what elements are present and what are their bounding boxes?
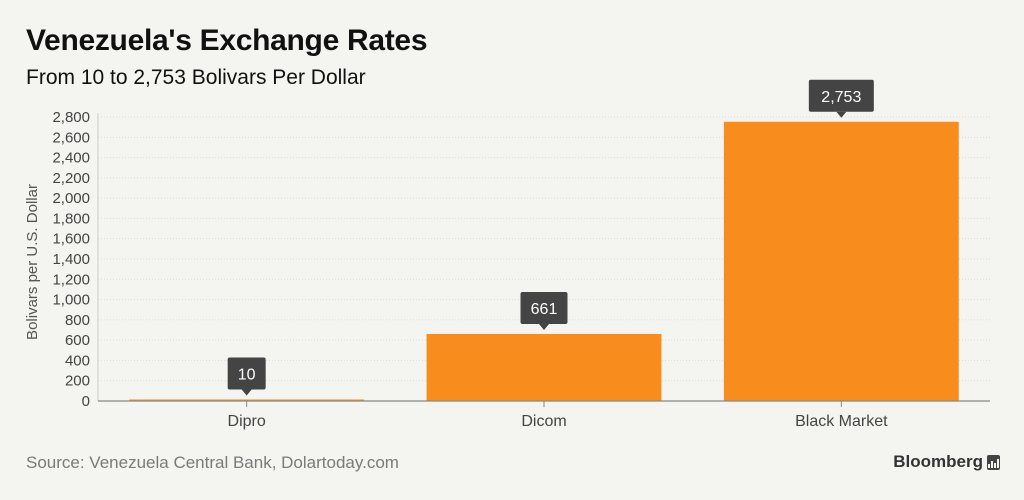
chart-subtitle: From 10 to 2,753 Bolivars Per Dollar	[26, 66, 366, 89]
y-tick-label: 1,800	[52, 210, 90, 227]
x-tick-label: Dipro	[228, 413, 266, 430]
bar-chart: 0 200 400 600 800 1,000 1,200 1,400 1,600 1,800 2,…	[24, 79, 990, 430]
chart-title: Venezuela's Exchange Rates	[26, 24, 428, 57]
y-axis-ticks: 0 200 400 600 800 1,000 1,200 1,400 1,600 1,800 2,…	[52, 109, 90, 410]
brand-name: Bloomberg	[893, 452, 983, 471]
y-tick-label: 2,000	[52, 190, 90, 207]
data-label-pointer	[241, 389, 252, 396]
data-label: 2,753	[808, 79, 874, 118]
x-tick-label: Dicom	[521, 413, 566, 430]
y-tick-label: 1,400	[52, 251, 90, 268]
y-tick-label: 2,400	[52, 150, 90, 167]
data-label: 10	[227, 357, 266, 396]
bar	[723, 121, 959, 401]
x-tick-label: Black Market	[795, 413, 888, 430]
y-tick-label: 400	[65, 352, 90, 369]
brand-logo: Bloomberg	[893, 452, 1000, 472]
data-labels: 10 661 2,753	[227, 79, 874, 396]
bloomberg-chart-icon	[987, 454, 1000, 470]
source-note: Source: Venezuela Central Bank, Dolartod…	[26, 453, 399, 472]
bar	[426, 333, 662, 401]
data-label-box	[520, 291, 568, 324]
bar	[129, 399, 365, 401]
bars	[129, 121, 959, 401]
data-label: 661	[520, 291, 568, 330]
y-tick-label: 800	[65, 312, 90, 329]
y-tick-label: 1,600	[52, 231, 90, 248]
y-axis-label: Bolivars per U.S. Dollar	[24, 184, 41, 340]
y-tick-label: 2,600	[52, 129, 90, 146]
data-label-pointer	[539, 323, 549, 330]
y-tick-label: 2,800	[52, 109, 90, 126]
data-label-text: 10	[238, 367, 256, 384]
y-tick-label: 2,200	[52, 170, 90, 187]
y-tick-label: 600	[65, 332, 90, 349]
x-axis-ticks: Dipro Dicom Black Market	[98, 400, 990, 430]
data-label-text: 661	[531, 301, 558, 318]
grid-lines	[97, 113, 990, 401]
y-tick-label: 0	[82, 393, 90, 410]
y-tick-label: 1,200	[52, 271, 90, 288]
data-label-text: 2,753	[821, 89, 861, 106]
data-label-box	[808, 79, 874, 112]
data-label-box	[227, 357, 266, 390]
data-label-pointer	[836, 111, 847, 118]
y-tick-label: 200	[65, 373, 90, 390]
y-tick-label: 1,000	[52, 292, 90, 309]
